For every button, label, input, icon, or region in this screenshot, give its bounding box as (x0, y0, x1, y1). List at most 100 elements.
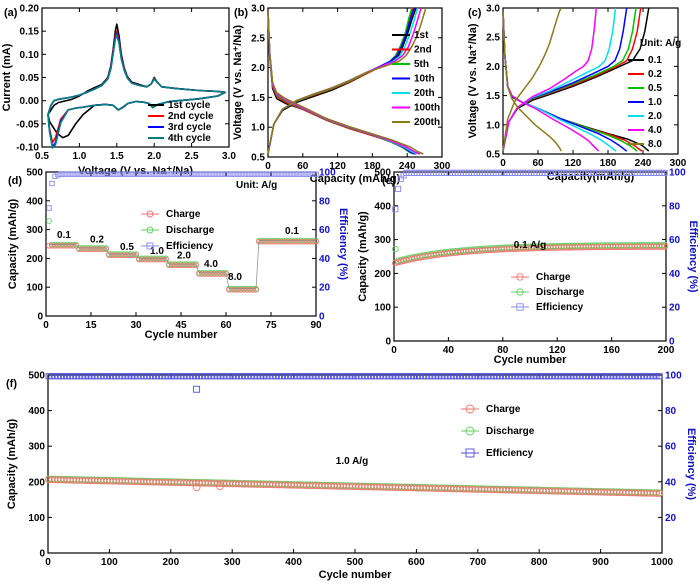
efficiency-point (432, 373, 439, 380)
charge-point (139, 256, 145, 263)
efficiency-point (466, 373, 473, 380)
charge-point (313, 238, 319, 245)
efficiency-point (205, 171, 211, 177)
charge-point (268, 238, 274, 245)
panel-c: 0 60 120 180 240 3000.51.01.52.02.53.0Capacit… (467, 4, 687, 184)
efficiency-point (364, 373, 371, 380)
efficiency-point (567, 373, 574, 380)
efficiency-point (274, 171, 280, 177)
x-tick-label: 3.0 (222, 151, 236, 162)
rate-annotation: 1.0 A/g (336, 456, 368, 467)
x-tick-label: 1000 (651, 557, 674, 568)
charge-point (214, 271, 220, 277)
y2-axis-label: Efficiency (%) (687, 220, 699, 292)
efficiency-point (145, 171, 151, 177)
panel-label: (c) (468, 7, 482, 19)
efficiency-point (226, 171, 232, 177)
panel-label: (d) (8, 175, 22, 187)
efficiency-point (256, 171, 262, 177)
efficiency-point (301, 171, 307, 177)
efficiency-point (73, 171, 79, 177)
legend-marker (465, 404, 475, 414)
efficiency-point (527, 373, 534, 380)
efficiency-point (91, 171, 97, 177)
efficiency-point (153, 373, 160, 380)
efficiency-point (214, 373, 221, 380)
efficiency-point (616, 373, 623, 380)
efficiency-point (178, 171, 184, 177)
efficiency-point (85, 171, 91, 177)
efficiency-point (205, 373, 212, 380)
efficiency-point (389, 373, 396, 380)
efficiency-point (238, 171, 244, 177)
y-axis-label: Voltage (V vs. Na⁺/Na) (232, 25, 244, 140)
efficiency-point (340, 373, 347, 380)
efficiency-point (163, 171, 169, 177)
charge-curve (502, 7, 562, 152)
efficiency-point (598, 373, 605, 380)
y-tick-label: 500 (28, 371, 45, 382)
legend-entry: Discharge (536, 287, 585, 298)
efficiency-point (286, 171, 292, 177)
cv-curve (47, 34, 227, 149)
charge-curve (267, 7, 417, 155)
charge-point (661, 243, 668, 250)
charge-point (121, 252, 127, 259)
rate-label: 8.0 (228, 272, 242, 283)
efficiency-point (127, 171, 133, 177)
efficiency-point (283, 171, 289, 177)
panel-label: (f) (6, 378, 17, 390)
efficiency-point (355, 373, 362, 380)
efficiency-point (168, 373, 175, 380)
efficiency-point (162, 373, 169, 380)
efficiency-point (82, 373, 89, 380)
efficiency-point (79, 171, 85, 177)
discharge-curve (502, 10, 562, 152)
efficiency-point (45, 373, 52, 380)
legend-entry: 2.0 (648, 111, 662, 122)
charge-curve (267, 7, 415, 155)
efficiency-point (263, 373, 270, 380)
x-tick-label: 160 (603, 345, 620, 356)
legend-entry: Charge (486, 404, 521, 415)
x-tick-label: 700 (469, 557, 486, 568)
efficiency-point (638, 373, 645, 380)
discharge-curve (267, 10, 414, 155)
y-axis-label: Current (mA) (1, 43, 13, 111)
legend-entry: Discharge (166, 225, 215, 236)
efficiency-point (112, 171, 118, 177)
efficiency-point (97, 373, 104, 380)
legend-entry: 2nd (414, 45, 432, 56)
legend-marker (465, 426, 475, 436)
charge-point (49, 242, 55, 249)
efficiency-point (265, 171, 271, 177)
efficiency-point (410, 373, 417, 380)
charge-point (82, 246, 88, 253)
discharge-point (46, 218, 52, 224)
efficiency-point (106, 171, 112, 177)
efficiency-point (177, 373, 184, 380)
charge-point (94, 246, 100, 253)
efficiency-point (313, 171, 319, 177)
charge-point (76, 246, 82, 253)
efficiency-point (189, 373, 196, 380)
y-axis-label: Voltage (V vs. Na⁺/Na) (467, 23, 479, 138)
efficiency-point (82, 171, 88, 177)
legend-marker (146, 226, 154, 234)
x-tick-label: 15 (85, 320, 97, 331)
efficiency-point (250, 171, 256, 177)
efficiency-point (238, 373, 246, 380)
charge-point (217, 271, 223, 277)
legend-marker (516, 273, 524, 281)
efficiency-point (472, 373, 479, 380)
efficiency-point (260, 373, 267, 380)
x-tick-label: 75 (265, 320, 277, 331)
efficiency-point (310, 171, 316, 177)
charge-point (199, 271, 205, 277)
x-tick-label: 0 (265, 161, 271, 172)
charge-point (235, 286, 241, 293)
efficiency-point (154, 171, 160, 177)
efficiency-point (175, 171, 181, 177)
efficiency-point (493, 373, 500, 380)
efficiency-point (223, 171, 229, 177)
